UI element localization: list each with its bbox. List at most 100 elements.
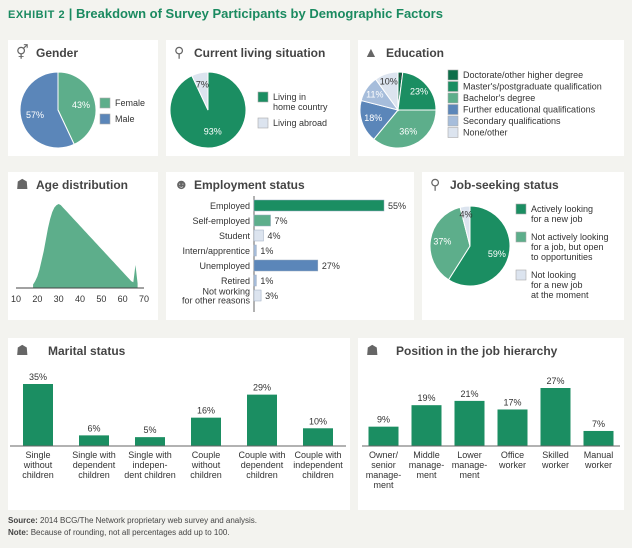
panel-living: ⚲ Current living situation 93% 7% Living i… — [166, 40, 350, 156]
exhibit-number: EXHIBIT 2 — [8, 9, 66, 21]
legend-label: Not actively looking — [531, 232, 609, 242]
slice-label: 7% — [196, 80, 209, 90]
bar — [368, 426, 399, 446]
legend-swatch — [515, 269, 527, 281]
category-label: without — [191, 460, 221, 470]
x-tick-label: 50 — [96, 294, 106, 304]
slice-label: 4% — [459, 209, 472, 219]
x-tick-label: 60 — [118, 294, 128, 304]
legend-label: Living in — [273, 92, 306, 102]
panel-title: Current living situation — [194, 46, 326, 60]
category-label: children — [246, 470, 278, 480]
category-label: Lower — [457, 450, 482, 460]
slice-label: 59% — [488, 249, 506, 259]
legend-label: for a new job — [531, 280, 583, 290]
legend-label: Not looking — [531, 270, 576, 280]
value-label: 29% — [253, 383, 271, 393]
source-note: Source: 2014 BCG/The Network proprietary… — [8, 516, 257, 525]
category-label: Skilled — [542, 450, 569, 460]
legend-label: Male — [115, 114, 135, 124]
worker-icon: ☻ — [174, 176, 189, 192]
category-label: ment — [373, 480, 394, 490]
source-label: Source: — [8, 516, 38, 525]
x-tick-label: 40 — [75, 294, 85, 304]
bar — [253, 199, 385, 212]
x-tick-label: 70 — [139, 294, 149, 304]
bar — [411, 405, 442, 446]
slice-label: 2% — [394, 72, 407, 82]
category-label: children — [22, 470, 54, 480]
panel-title: Age distribution — [36, 178, 128, 192]
exhibit-title: EXHIBIT 2 | Breakdown of Survey Particip… — [8, 6, 443, 21]
slice-label: 37% — [433, 237, 451, 247]
category-label: Single — [25, 450, 50, 460]
pie-slice — [373, 109, 437, 149]
panel-marital: ☗ Marital status 35% Single without childre… — [8, 338, 350, 510]
category-label: Manual — [584, 450, 614, 460]
category-label: independent — [293, 460, 343, 470]
slice-label: 23% — [410, 86, 428, 96]
category-label: Student — [219, 231, 251, 241]
value-label: 1% — [260, 276, 273, 286]
note-label: Note: — [8, 528, 29, 537]
legend-swatch — [447, 127, 459, 138]
panel-title: Employment status — [194, 178, 305, 192]
value-label: 21% — [460, 389, 478, 399]
bar — [79, 435, 109, 446]
slice-label: 57% — [26, 110, 44, 120]
legend-label: Actively looking — [531, 204, 593, 214]
slice-label: 36% — [399, 127, 417, 137]
category-label: without — [23, 460, 53, 470]
value-label: 1% — [260, 246, 273, 256]
legend-label: Living abroad — [273, 118, 327, 128]
magnifier-icon: ⚲ — [430, 176, 441, 192]
legend-swatch — [515, 231, 527, 243]
source-text: 2014 BCG/The Network proprietary web sur… — [40, 516, 258, 525]
category-label: manage- — [366, 470, 402, 480]
category-label: Couple with — [294, 450, 341, 460]
age-chart: 10 20 30 40 50 60 70 — [11, 204, 149, 304]
rounding-note: Note: Because of rounding, not all perce… — [8, 528, 230, 537]
title-separator: | — [68, 6, 73, 21]
category-label: manage- — [452, 460, 488, 470]
gender-icon: ⚥ — [16, 44, 29, 60]
legend-label: Secondary qualifications — [463, 116, 561, 126]
hierarchy-chart: 9%Owner/seniormanage-ment19%Middlemanage… — [362, 376, 620, 490]
category-label: children — [302, 470, 334, 480]
legend-label: None/other — [463, 128, 508, 138]
legend-label: to opportunities — [531, 252, 593, 262]
legend-label: Female — [115, 98, 145, 108]
panel-title: Position in the job hierarchy — [396, 344, 558, 358]
category-label: Single with — [128, 450, 172, 460]
employment-chart: 55% Employed 7% Self-employed 4% Student 1% Int… — [182, 196, 406, 312]
legend-swatch — [99, 113, 111, 125]
category-label: worker — [541, 460, 569, 470]
category-label: Owner/ — [369, 450, 399, 460]
bar — [253, 289, 262, 302]
x-tick-label: 10 — [11, 294, 21, 304]
bar — [303, 428, 333, 446]
category-label: worker — [498, 460, 526, 470]
legend-swatch — [447, 81, 459, 92]
bar — [540, 388, 571, 446]
legend-swatch — [447, 69, 459, 81]
panel-age: ☗ Age distribution 10 20 30 40 50 60 70 — [8, 172, 158, 320]
bar — [253, 259, 319, 272]
legend-label: home country — [273, 102, 328, 112]
x-tick-label: 30 — [54, 294, 64, 304]
category-label: dependent — [241, 460, 284, 470]
bar — [135, 437, 165, 446]
panel-education: ▲ Education 2% 23% 36% 18% 11% 10% Doctorate/o… — [358, 40, 624, 156]
globe-people-icon: ⚲ — [174, 44, 185, 60]
category-label: children — [190, 470, 222, 480]
bar — [23, 384, 53, 446]
pie-slice — [447, 205, 511, 287]
panel-jobseeking: ⚲ Job-seeking status 59% 37% 4% Actively lo… — [422, 172, 624, 320]
pie-slice — [359, 99, 399, 140]
education-chart: 2%23% 36% 18% 11% 10% Doctorate/other higher … — [359, 69, 602, 149]
title-text: Breakdown of Survey Participants by Demo… — [75, 6, 443, 21]
category-label: Couple — [192, 450, 221, 460]
family-icon: ☗ — [16, 342, 29, 358]
